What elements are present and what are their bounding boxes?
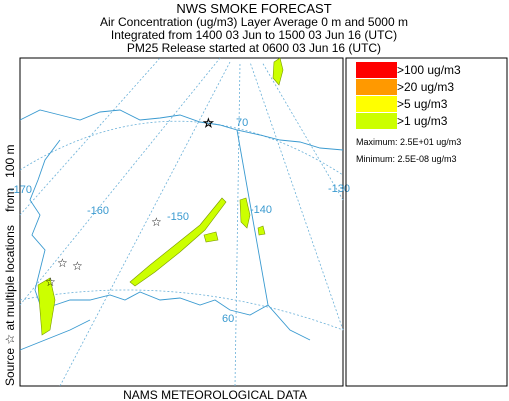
source-star: ☆: [45, 275, 56, 289]
longitude-label: -130: [328, 183, 350, 195]
longitude-label: -170: [10, 184, 32, 196]
latitude-label: 60: [222, 313, 234, 325]
header-line: PM25 Release started at 0600 03 Jun 16 (…: [127, 41, 381, 55]
map: ☆ ☆ ☆ ☆ ☆ -170 -160 -150 -140 -130 70 60: [10, 57, 350, 387]
legend-swatch: [356, 96, 397, 112]
plume: [203, 231, 219, 243]
maximum: Maximum: 2.5E+01 ug/m3: [356, 137, 461, 147]
graticule: [59, 61, 231, 387]
plume: [239, 197, 251, 229]
graticule: [234, 61, 241, 387]
graticule: [249, 61, 344, 331]
map-frame: [19, 57, 344, 387]
title: NWS SMOKE FORECAST: [176, 1, 331, 16]
legend: >100 ug/m3 >20 ug/m3 >5 ug/m3 >1 ug/m3: [356, 62, 461, 129]
header-line: Air Concentration (ug/m3) Layer Average …: [100, 15, 408, 29]
plume: [272, 57, 284, 86]
legend-label: >1 ug/m3: [397, 114, 448, 128]
source-star: ☆: [151, 215, 162, 229]
legend-swatch: [356, 62, 397, 78]
coastline: [19, 109, 344, 151]
legend-swatch: [356, 113, 397, 129]
legend-swatch: [356, 79, 397, 95]
graticule: [19, 57, 221, 306]
graticule: [19, 289, 344, 331]
longitude-label: -160: [87, 205, 109, 217]
graticule: [19, 57, 161, 216]
legend-frame: [345, 57, 508, 387]
source-star: ☆: [203, 116, 214, 130]
plume: [37, 277, 56, 336]
graticule: [19, 120, 344, 176]
coastline: [29, 139, 269, 316]
coastline: [19, 319, 91, 351]
plume: [129, 197, 227, 287]
plume: [257, 225, 266, 236]
legend-label: >20 ug/m3: [397, 80, 454, 94]
header-line: Integrated from 1400 03 Jun to 1500 03 J…: [111, 28, 397, 42]
legend-label: >5 ug/m3: [397, 97, 448, 111]
longitude-label: -150: [167, 211, 189, 223]
footer: NAMS METEOROLOGICAL DATA: [123, 388, 307, 401]
source-star: ☆: [57, 256, 68, 270]
border: [236, 129, 311, 341]
side-label: Source ☆ at multiple locations from 100 …: [3, 144, 17, 386]
source-star: ☆: [72, 259, 83, 273]
longitude-label: -140: [250, 204, 272, 216]
minimum: Minimum: 2.5E-08 ug/m3: [356, 154, 457, 164]
latitude-label: 70: [236, 117, 248, 129]
legend-label: >100 ug/m3: [397, 63, 461, 77]
graticule: [261, 61, 344, 201]
